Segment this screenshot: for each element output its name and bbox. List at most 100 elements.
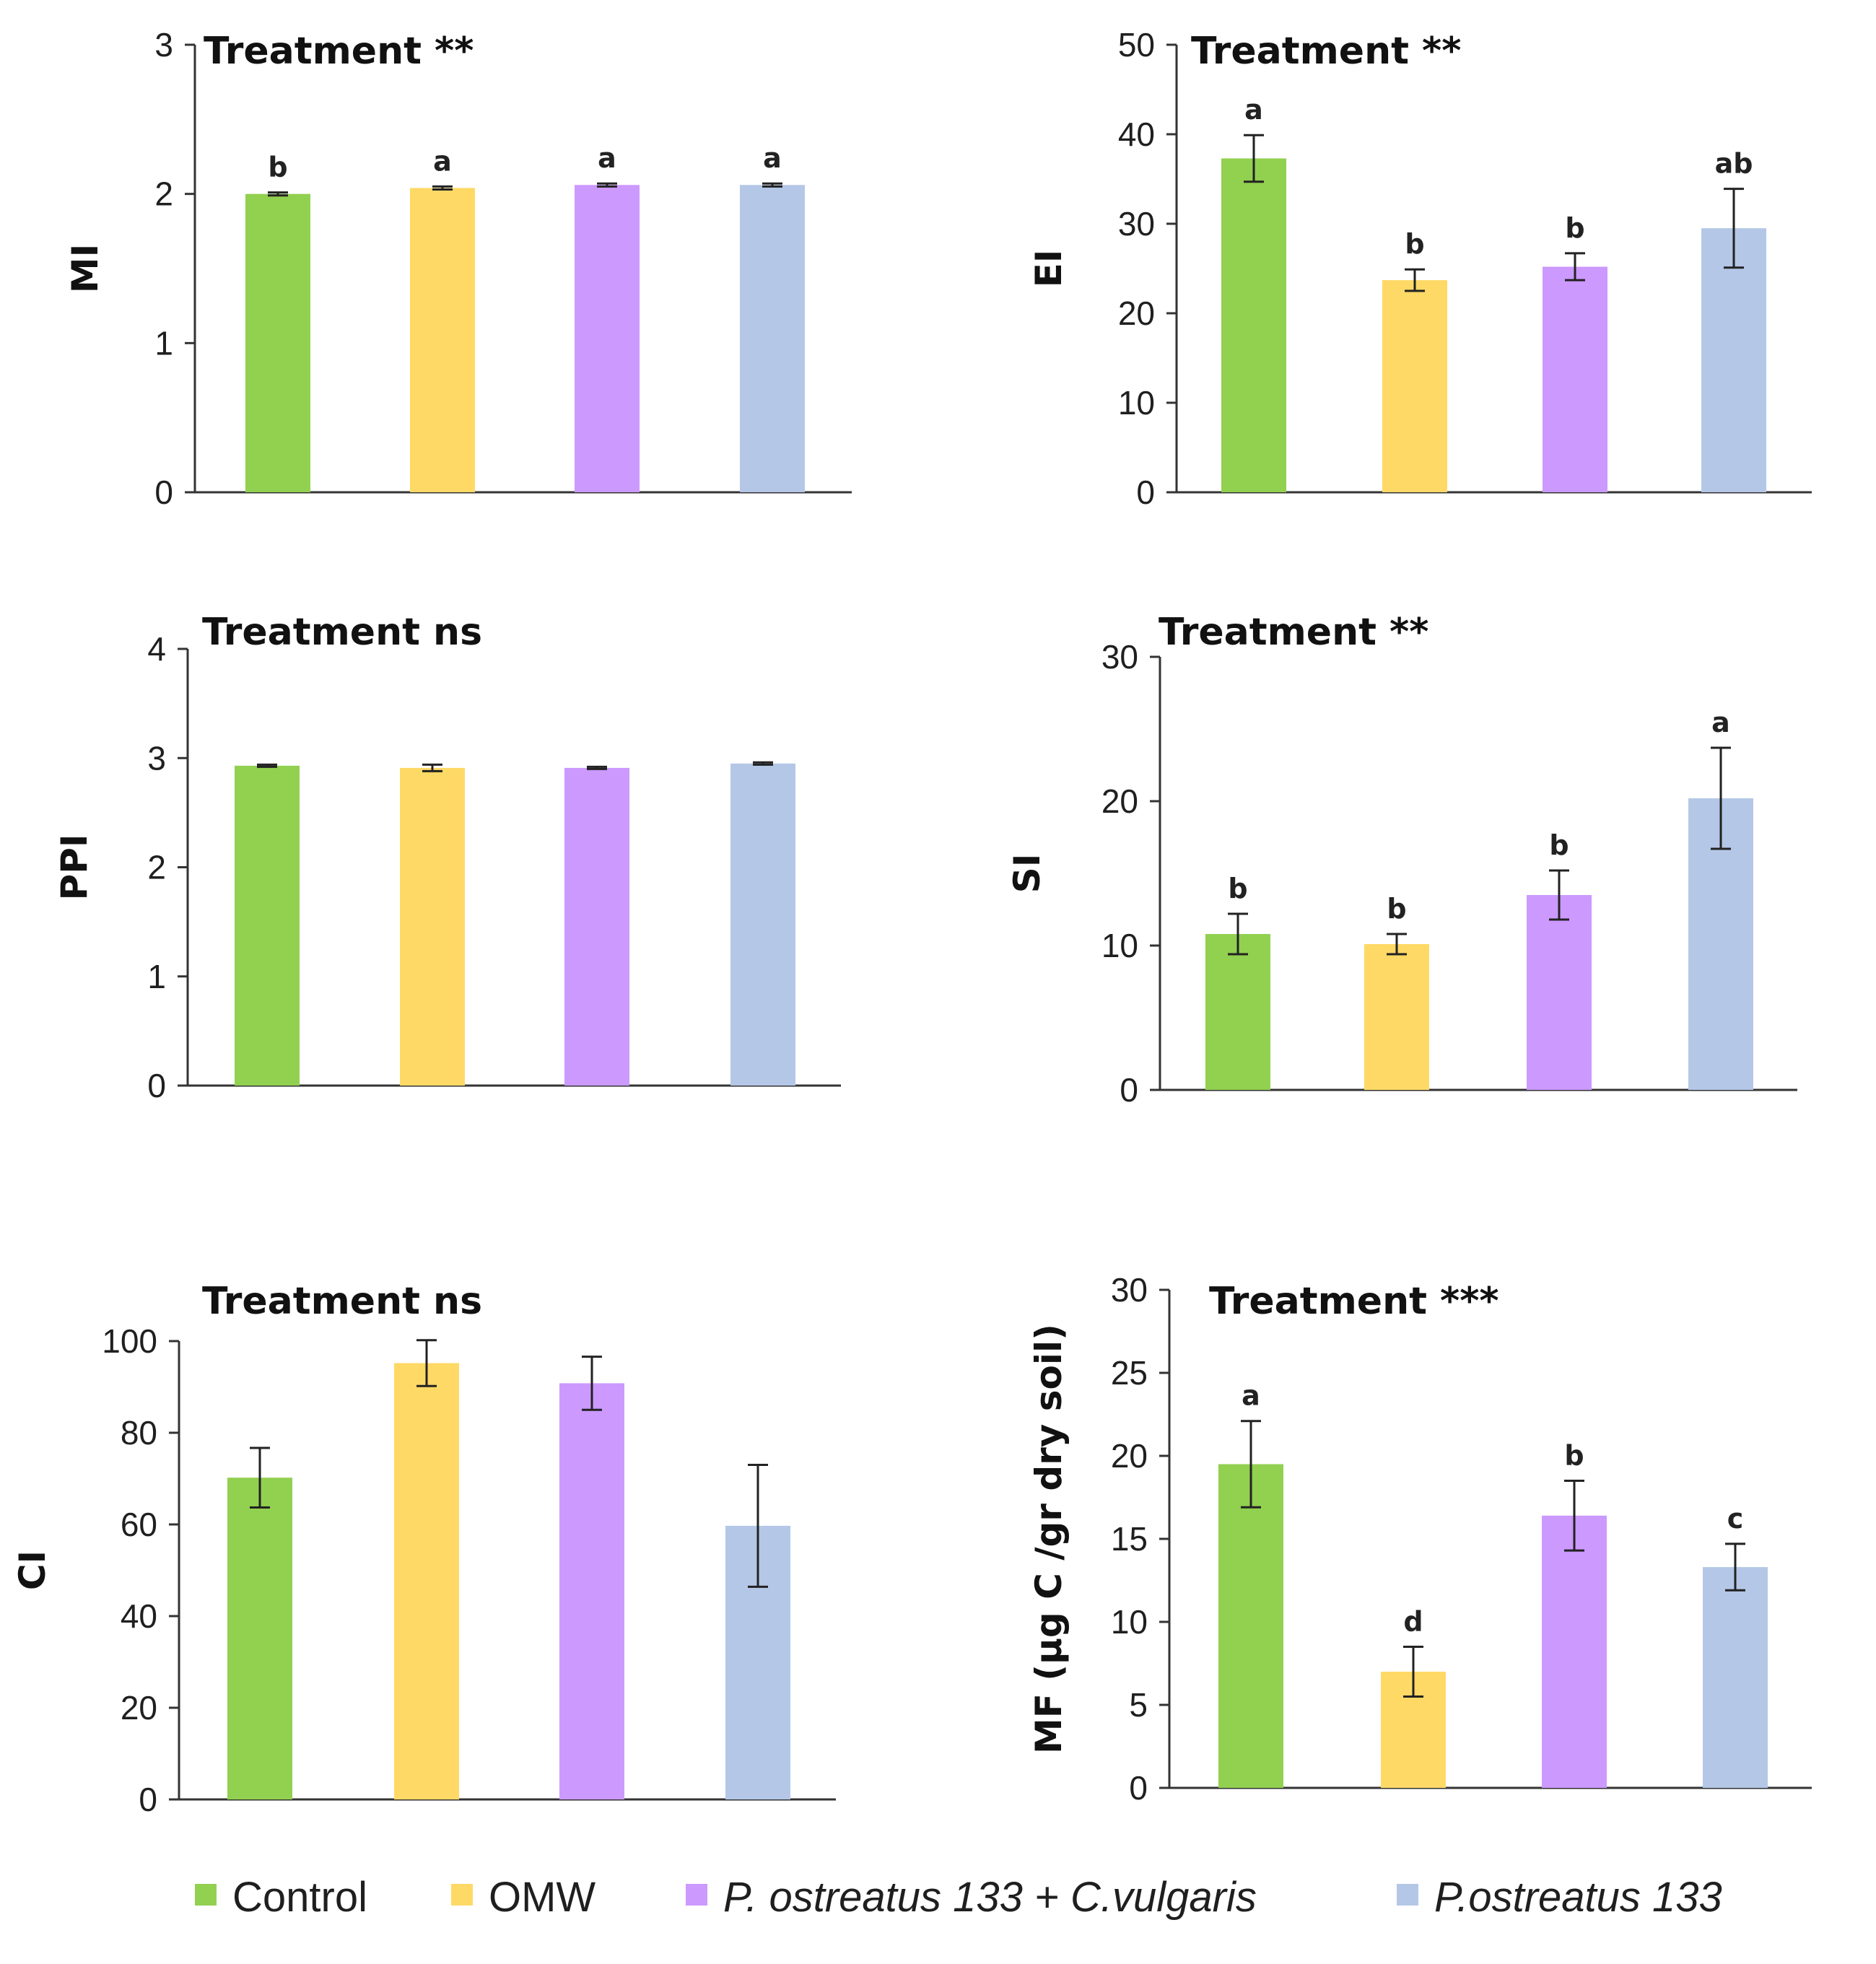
chart-panel-1: 0 1 2 3 MI Treatment ** b a a a — [64, 26, 852, 511]
significance-letter: d — [1403, 1606, 1423, 1638]
y-tick-label: 2 — [147, 849, 166, 886]
significance-letter: b — [1405, 228, 1424, 260]
error-bar — [597, 182, 617, 188]
legend-label: Control — [232, 1874, 367, 1921]
y-tick-label: 3 — [147, 739, 166, 777]
y-tick-label: 20 — [1118, 294, 1155, 332]
error-bar — [587, 765, 607, 770]
error-bar — [422, 763, 442, 772]
chart-panel-5: 0 20 40 60 80 100 CI Treatment ns — [12, 1280, 836, 1818]
bar-4 — [730, 763, 795, 1086]
y-tick-label: 10 — [1118, 384, 1155, 422]
bar-1 — [235, 765, 300, 1086]
chart-title: Treatment *** — [1209, 1280, 1499, 1323]
bar-1 — [1221, 158, 1286, 493]
legend-item-3: P. ostreatus 133 + C.vulgaris — [686, 1874, 1257, 1921]
y-tick-label: 30 — [1111, 1271, 1148, 1309]
bar-1 — [1205, 934, 1270, 1090]
chart-title: Treatment ns — [202, 611, 482, 654]
y-tick-label: 50 — [1118, 26, 1155, 64]
error-bar — [748, 1463, 768, 1588]
y-tick-label: 0 — [1129, 1769, 1148, 1807]
chart-panel-3: 0 1 2 3 4 PPI Treatment ns — [53, 611, 841, 1104]
error-bar — [762, 182, 782, 188]
y-axis-label: SI — [1006, 854, 1048, 894]
significance-letter: b — [1387, 893, 1406, 925]
y-tick-label: 40 — [1118, 115, 1155, 153]
bar-3 — [559, 1383, 624, 1799]
y-tick-label: 1 — [147, 958, 166, 995]
significance-letter: a — [1242, 1380, 1260, 1412]
bar-4 — [1703, 1567, 1768, 1788]
significance-letter: b — [1549, 829, 1569, 861]
legend-label: P. ostreatus 133 + C.vulgaris — [723, 1874, 1257, 1921]
bar-3 — [1542, 1515, 1607, 1788]
y-tick-label: 10 — [1111, 1603, 1148, 1641]
y-axis-label: EI — [1028, 250, 1070, 288]
bar-2 — [410, 188, 475, 492]
legend-swatch — [195, 1884, 217, 1906]
legend: Control OMW P. ostreatus 133 + C.vulgaris P… — [195, 1874, 1722, 1921]
significance-letter: a — [763, 142, 782, 174]
y-axis-label: MF (µg C /gr dry soil) — [1028, 1324, 1070, 1754]
error-bar — [257, 763, 277, 768]
y-tick-label: 20 — [121, 1689, 157, 1727]
y-tick-label: 4 — [147, 630, 166, 668]
y-tick-label: 25 — [1111, 1354, 1148, 1392]
y-axis-label: CI — [12, 1550, 53, 1590]
y-tick-label: 0 — [139, 1781, 157, 1818]
error-bar — [1724, 188, 1744, 269]
legend-swatch — [451, 1884, 473, 1906]
y-tick-label: 80 — [121, 1414, 157, 1452]
error-bar — [268, 191, 288, 197]
significance-letter: b — [1564, 1440, 1584, 1472]
bar-2 — [1382, 280, 1447, 492]
error-bar — [582, 1356, 602, 1411]
y-tick-label: 15 — [1111, 1520, 1148, 1558]
y-axis-label: MI — [64, 244, 106, 293]
error-bar — [1403, 1646, 1423, 1698]
chart-title: Treatment ** — [204, 30, 474, 73]
y-tick-label: 0 — [1120, 1071, 1138, 1109]
error-bar — [1565, 252, 1585, 281]
legend-label: OMW — [489, 1874, 595, 1921]
error-bar — [1405, 268, 1425, 292]
y-tick-label: 30 — [1101, 638, 1138, 676]
significance-letter: a — [598, 142, 616, 174]
significance-letter: a — [1244, 94, 1263, 126]
chart-title: Treatment ns — [202, 1280, 482, 1323]
y-tick-label: 5 — [1129, 1686, 1148, 1724]
legend-label: P.ostreatus 133 — [1434, 1874, 1722, 1921]
error-bar — [1711, 746, 1731, 850]
y-tick-label: 3 — [154, 26, 173, 64]
bar-2 — [394, 1363, 459, 1799]
legend-swatch — [686, 1884, 707, 1906]
bar-4 — [740, 185, 805, 492]
y-tick-label: 0 — [1136, 473, 1155, 511]
chart-panel-6: 0 5 10 15 20 25 30 MF (µg C /gr dry soil) Treatm… — [1028, 1271, 1812, 1807]
bar-3 — [575, 185, 640, 492]
bar-3 — [1543, 266, 1607, 492]
chart-panel-4: 0 10 20 30 SI Treatment ** b b b a — [1006, 611, 1797, 1109]
legend-item-4: P.ostreatus 133 — [1397, 1874, 1722, 1921]
y-tick-label: 0 — [154, 473, 173, 511]
significance-letter: b — [1228, 873, 1247, 904]
significance-letter: b — [1565, 212, 1584, 244]
y-tick-label: 1 — [154, 324, 173, 362]
y-tick-label: 60 — [121, 1506, 157, 1543]
chart-title: Treatment ** — [1159, 611, 1428, 654]
bar-1 — [245, 193, 310, 492]
error-bar — [1725, 1542, 1745, 1592]
y-tick-label: 20 — [1111, 1437, 1148, 1475]
legend-swatch — [1397, 1884, 1418, 1906]
y-tick-label: 0 — [147, 1067, 166, 1104]
bar-1 — [1218, 1464, 1283, 1788]
error-bar — [1244, 134, 1264, 183]
error-bar — [432, 185, 453, 191]
y-tick-label: 40 — [121, 1597, 157, 1635]
bar-1 — [227, 1478, 292, 1799]
bar-3 — [564, 767, 629, 1086]
y-axis-label: PPI — [53, 834, 95, 901]
